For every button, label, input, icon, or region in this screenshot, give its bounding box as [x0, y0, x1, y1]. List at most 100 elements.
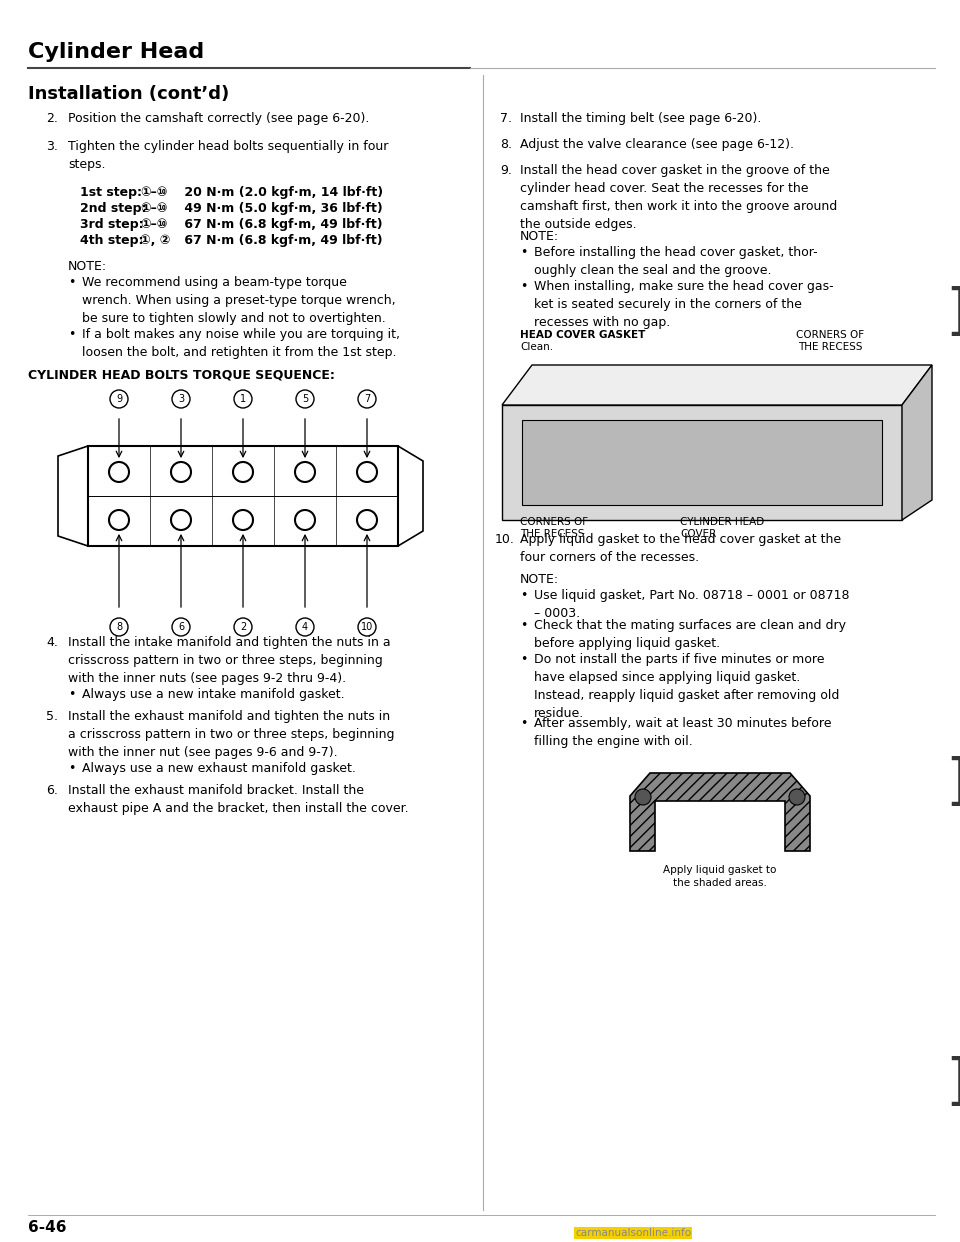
Circle shape [635, 789, 651, 805]
Text: We recommend using a beam-type torque
wrench. When using a preset-type torque wr: We recommend using a beam-type torque wr… [82, 276, 396, 325]
Text: 6: 6 [178, 622, 184, 632]
Text: Position the camshaft correctly (see page 6-20).: Position the camshaft correctly (see pag… [68, 112, 370, 125]
Circle shape [109, 462, 129, 482]
Circle shape [172, 619, 190, 636]
Polygon shape [502, 365, 932, 405]
Circle shape [357, 510, 377, 530]
Text: Installation (cont’d): Installation (cont’d) [28, 84, 229, 103]
Text: 67 N·m (6.8 kgf·m, 49 lbf·ft): 67 N·m (6.8 kgf·m, 49 lbf·ft) [180, 219, 383, 231]
Circle shape [358, 390, 376, 409]
Circle shape [171, 462, 191, 482]
Text: •: • [520, 619, 527, 632]
Circle shape [357, 462, 377, 482]
Text: Do not install the parts if five minutes or more
have elapsed since applying liq: Do not install the parts if five minutes… [534, 653, 839, 720]
Polygon shape [502, 405, 902, 520]
Text: 20 N·m (2.0 kgf·m, 14 lbf·ft): 20 N·m (2.0 kgf·m, 14 lbf·ft) [180, 186, 383, 199]
Text: carmanualsonline.info: carmanualsonline.info [575, 1228, 691, 1238]
Text: •: • [520, 653, 527, 666]
Text: Apply liquid gasket to
the shaded areas.: Apply liquid gasket to the shaded areas. [663, 864, 777, 888]
Text: 7: 7 [364, 394, 371, 404]
Text: 3.: 3. [46, 140, 58, 153]
Text: 3rd step:: 3rd step: [80, 219, 144, 231]
Circle shape [234, 619, 252, 636]
Text: 49 N·m (5.0 kgf·m, 36 lbf·ft): 49 N·m (5.0 kgf·m, 36 lbf·ft) [180, 202, 383, 215]
Text: 2nd step:: 2nd step: [80, 202, 147, 215]
Text: HEAD COVER GASKET: HEAD COVER GASKET [520, 330, 645, 340]
Circle shape [172, 390, 190, 409]
Text: Cylinder Head: Cylinder Head [28, 42, 204, 62]
Text: Always use a new intake manifold gasket.: Always use a new intake manifold gasket. [82, 688, 345, 700]
Text: 2: 2 [240, 622, 246, 632]
Text: ①–⑩: ①–⑩ [140, 219, 167, 231]
Text: •: • [520, 279, 527, 293]
Text: NOTE:: NOTE: [520, 230, 559, 243]
Text: Adjust the valve clearance (see page 6-12).: Adjust the valve clearance (see page 6-1… [520, 138, 794, 152]
Text: Install the exhaust manifold bracket. Install the
exhaust pipe A and the bracket: Install the exhaust manifold bracket. In… [68, 784, 409, 815]
Text: 67 N·m (6.8 kgf·m, 49 lbf·ft): 67 N·m (6.8 kgf·m, 49 lbf·ft) [180, 233, 383, 247]
Text: When installing, make sure the head cover gas-
ket is seated securely in the cor: When installing, make sure the head cove… [534, 279, 833, 329]
Text: 6-46: 6-46 [28, 1220, 66, 1235]
Text: Always use a new exhaust manifold gasket.: Always use a new exhaust manifold gasket… [82, 763, 356, 775]
Text: If a bolt makes any noise while you are torquing it,
loosen the bolt, and retigh: If a bolt makes any noise while you are … [82, 328, 400, 359]
Text: Before installing the head cover gasket, thor-
oughly clean the seal and the gro: Before installing the head cover gasket,… [534, 246, 818, 277]
Circle shape [110, 619, 128, 636]
Text: 4th step:: 4th step: [80, 233, 143, 247]
Text: ①–⑩: ①–⑩ [140, 202, 167, 215]
Circle shape [358, 619, 376, 636]
Text: 10.: 10. [495, 533, 515, 546]
Text: 2.: 2. [46, 112, 58, 125]
Text: Check that the mating surfaces are clean and dry
before applying liquid gasket.: Check that the mating surfaces are clean… [534, 619, 846, 650]
Text: 5: 5 [301, 394, 308, 404]
Text: Install the timing belt (see page 6-20).: Install the timing belt (see page 6-20). [520, 112, 761, 125]
Text: 7.: 7. [500, 112, 512, 125]
Text: •: • [520, 589, 527, 602]
Text: NOTE:: NOTE: [68, 260, 108, 273]
Text: Apply liquid gasket to the head cover gasket at the
four corners of the recesses: Apply liquid gasket to the head cover ga… [520, 533, 841, 564]
Circle shape [233, 510, 253, 530]
Text: 1: 1 [240, 394, 246, 404]
Text: After assembly, wait at least 30 minutes before
filling the engine with oil.: After assembly, wait at least 30 minutes… [534, 717, 831, 748]
Text: Use liquid gasket, Part No. 08718 – 0001 or 08718
– 0003.: Use liquid gasket, Part No. 08718 – 0001… [534, 589, 850, 620]
Circle shape [109, 510, 129, 530]
Text: 10: 10 [361, 622, 373, 632]
Text: [: [ [938, 279, 960, 334]
Circle shape [295, 462, 315, 482]
Text: •: • [520, 717, 527, 730]
Circle shape [110, 390, 128, 409]
Circle shape [171, 510, 191, 530]
Text: Tighten the cylinder head bolts sequentially in four
steps.: Tighten the cylinder head bolts sequenti… [68, 140, 389, 171]
Text: Clean.: Clean. [520, 342, 553, 351]
Text: •: • [68, 688, 76, 700]
Text: NOTE:: NOTE: [520, 573, 559, 586]
Text: 4: 4 [302, 622, 308, 632]
Text: [: [ [938, 750, 960, 804]
Text: 9: 9 [116, 394, 122, 404]
Text: •: • [68, 276, 76, 289]
Text: 8.: 8. [500, 138, 512, 152]
Polygon shape [522, 420, 882, 505]
Circle shape [234, 390, 252, 409]
Text: CYLINDER HEAD
COVER: CYLINDER HEAD COVER [680, 517, 764, 539]
Polygon shape [902, 365, 932, 520]
Polygon shape [630, 773, 810, 851]
Circle shape [295, 510, 315, 530]
Text: Install the head cover gasket in the groove of the
cylinder head cover. Seat the: Install the head cover gasket in the gro… [520, 164, 837, 231]
Circle shape [296, 390, 314, 409]
Text: CORNERS OF
THE RECESS: CORNERS OF THE RECESS [520, 517, 588, 539]
Text: ①, ②: ①, ② [140, 233, 170, 247]
Text: CORNERS OF
THE RECESS: CORNERS OF THE RECESS [796, 330, 864, 353]
Text: 6.: 6. [46, 784, 58, 797]
Text: Install the intake manifold and tighten the nuts in a
crisscross pattern in two : Install the intake manifold and tighten … [68, 636, 391, 686]
Circle shape [789, 789, 805, 805]
Text: 4.: 4. [46, 636, 58, 650]
Text: 3: 3 [178, 394, 184, 404]
Text: •: • [68, 763, 76, 775]
Text: 8: 8 [116, 622, 122, 632]
Text: 9.: 9. [500, 164, 512, 178]
Text: [: [ [938, 1049, 960, 1104]
Circle shape [233, 462, 253, 482]
Circle shape [296, 619, 314, 636]
Text: CYLINDER HEAD BOLTS TORQUE SEQUENCE:: CYLINDER HEAD BOLTS TORQUE SEQUENCE: [28, 368, 335, 381]
Text: Install the exhaust manifold and tighten the nuts in
a crisscross pattern in two: Install the exhaust manifold and tighten… [68, 710, 395, 759]
Text: •: • [520, 246, 527, 260]
